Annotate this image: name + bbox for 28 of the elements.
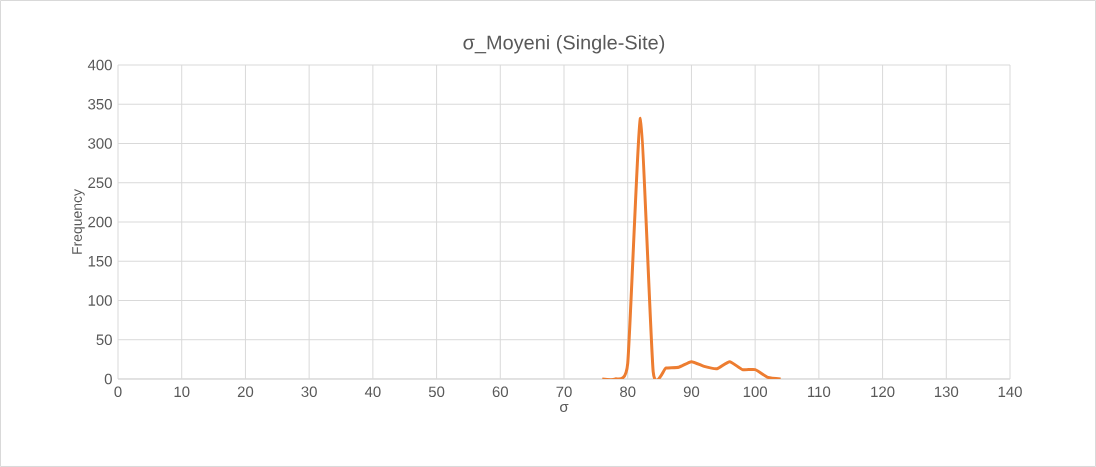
x-tick-label: 130	[934, 386, 959, 398]
x-tick-label: 30	[301, 386, 317, 398]
y-tick-label: 350	[88, 98, 112, 110]
y-tick-label: 200	[88, 216, 112, 228]
x-tick-label: 90	[683, 386, 700, 398]
y-tick-label: 0	[104, 373, 112, 385]
x-tick-label: 10	[174, 386, 190, 398]
y-tick-label: 250	[88, 177, 112, 189]
chart-title: σ_Moyeni (Single-Site)	[463, 34, 665, 54]
y-tick-label: 400	[87, 59, 112, 71]
y-tick-label: 150	[88, 255, 112, 267]
line-series	[600, 116, 783, 379]
x-tick-label: 140	[998, 386, 1022, 398]
x-tick-label: 40	[364, 386, 381, 398]
y-tick-label: 300	[88, 138, 112, 149]
x-tick-label: 0	[114, 386, 122, 398]
x-tick-label: 70	[556, 386, 572, 398]
y-tick-label: 100	[88, 295, 112, 306]
x-tick-label: 20	[237, 386, 254, 398]
x-tick-label: 110	[808, 386, 831, 398]
x-tick-label: 100	[743, 386, 768, 398]
y-tick-label: 50	[96, 334, 112, 346]
x-tick-label: 120	[871, 386, 895, 398]
x-axis-title: σ	[560, 403, 569, 412]
x-tick-label: 60	[492, 386, 509, 398]
x-tick-label: 50	[428, 386, 445, 398]
x-tick-label: 80	[620, 386, 636, 398]
y-axis-title: Frequency	[72, 189, 85, 254]
